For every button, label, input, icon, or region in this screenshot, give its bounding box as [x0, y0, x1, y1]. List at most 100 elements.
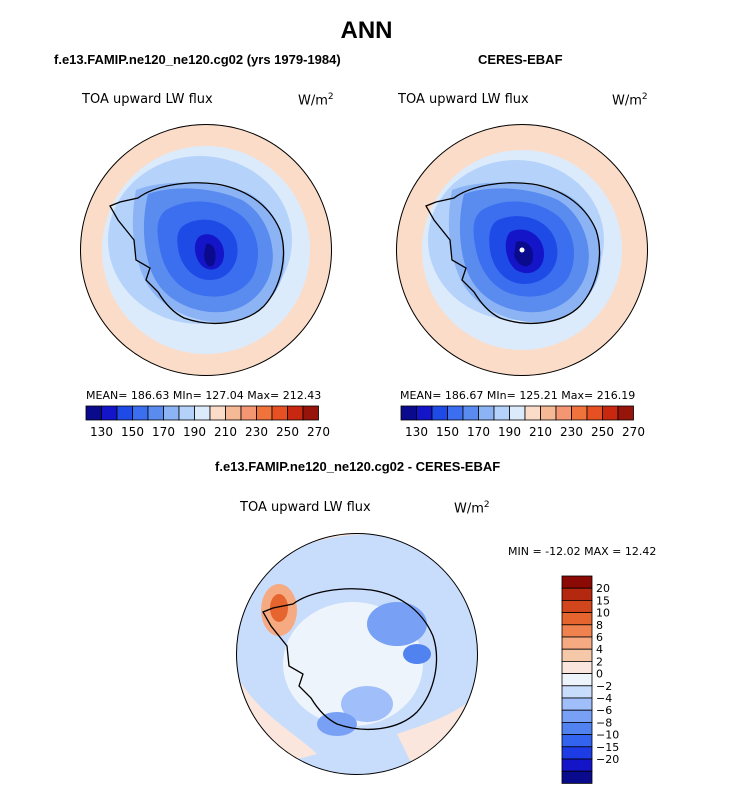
antarctica-coastline: [109, 182, 285, 324]
colorbar-swatch: [561, 758, 593, 772]
plateau-core: [204, 243, 216, 267]
colorbar-swatch: [555, 405, 572, 421]
colorbar-tick-label: −8: [596, 716, 612, 729]
panel1-units: W/m2: [298, 92, 334, 109]
colorbar-swatch: [561, 734, 593, 748]
colorbar-swatch: [493, 405, 510, 421]
colorbar-swatch: [561, 746, 593, 760]
colorbar-swatch: [561, 661, 593, 675]
diff-header: f.e13.FAMIP.ne120_ne120.cg02 - CERES-EBA…: [215, 459, 501, 474]
colorbar-tick-label: −20: [596, 753, 619, 766]
colorbar-swatch: [509, 405, 526, 421]
colorbar-swatch: [178, 405, 195, 421]
colorbar-tick-label: 4: [596, 643, 603, 656]
colorbar-swatch: [400, 405, 417, 421]
plateau-core: [514, 241, 534, 267]
diff-minmax: MIN = -12.02 MAX = 12.42: [508, 545, 657, 558]
colorbar-swatch: [561, 721, 593, 735]
colorbar-tick-label: 15: [596, 594, 610, 607]
panel1-colorbar: 130 150 170 190 210 230 250 270: [85, 405, 330, 439]
colorbar-swatch: [256, 405, 273, 421]
colorbar-swatch: [478, 405, 495, 421]
colorbar-swatch: [571, 405, 588, 421]
diff-field-label: TOA upward LW flux: [240, 500, 371, 515]
colorbar-tick-label: 20: [596, 582, 610, 595]
colorbar-swatch: [416, 405, 433, 421]
colorbar-tick-label: 6: [596, 631, 603, 644]
colorbar-tick-label: 230: [560, 425, 583, 439]
panel1-map: [80, 124, 332, 376]
colorbar-swatch: [85, 405, 102, 421]
colorbar-swatch: [302, 405, 319, 421]
colorbar-swatch: [561, 648, 593, 662]
colorbar-swatch: [116, 405, 133, 421]
colorbar-tick-label: 10: [596, 607, 610, 620]
colorbar-swatch: [561, 697, 593, 711]
diff-east-negative: [367, 602, 427, 646]
colorbar-swatch: [431, 405, 448, 421]
antarctica-coastline: [262, 588, 438, 730]
colorbar-tick-label: −4: [596, 692, 612, 705]
diff-wilkes-negative: [403, 644, 431, 664]
panel2-units: W/m2: [612, 92, 648, 109]
panel1-field-label: TOA upward LW flux: [82, 92, 213, 107]
colorbar-swatch: [209, 405, 226, 421]
panel2-stats: MEAN= 186.67 MIn= 125.21 Max= 216.19: [400, 389, 636, 402]
panel2-map: [396, 124, 648, 376]
colorbar-swatch: [561, 624, 593, 638]
colorbar-swatch: [271, 405, 288, 421]
colorbar-tick-label: 170: [467, 425, 490, 439]
colorbar-swatch: [240, 405, 257, 421]
colorbar-tick-label: 270: [622, 425, 645, 439]
diff-map: [236, 533, 478, 775]
colorbar-swatch: [561, 770, 593, 784]
diff-units: W/m2: [454, 500, 490, 517]
colorbar-tick-label: 210: [214, 425, 237, 439]
colorbar-swatch: [287, 405, 304, 421]
colorbar-tick-label: −10: [596, 729, 619, 742]
colorbar-tick-label: 150: [436, 425, 459, 439]
panel2-field-label: TOA upward LW flux: [398, 92, 529, 107]
colorbar-tick-label: −15: [596, 741, 619, 754]
diff-ross-negative: [341, 686, 393, 722]
panel2-colorbar: 130 150 170 190 210 230 250 270: [400, 405, 645, 439]
colorbar-tick-label: 210: [529, 425, 552, 439]
colorbar-swatch: [561, 636, 593, 650]
colorbar-swatch: [561, 599, 593, 613]
colorbar-tick-label: 230: [245, 425, 268, 439]
colorbar-tick-label: −6: [596, 704, 612, 717]
colorbar-tick-label: 190: [183, 425, 206, 439]
pole-marker: [519, 247, 525, 253]
colorbar-tick-label: 130: [90, 425, 113, 439]
colorbar-swatch: [225, 405, 242, 421]
map-border: [236, 533, 478, 775]
colorbar-tick-label: 250: [591, 425, 614, 439]
diff-peninsula-max: [270, 594, 288, 622]
colorbar-swatch: [540, 405, 557, 421]
map-border: [396, 124, 648, 376]
panel2-header: CERES-EBAF: [478, 52, 563, 67]
colorbar-tick-label: 130: [405, 425, 428, 439]
panel1-header: f.e13.FAMIP.ne120_ne120.cg02 (yrs 1979-1…: [54, 52, 341, 67]
antarctica-coastline: [425, 182, 601, 324]
colorbar-tick-label: 0: [596, 668, 603, 681]
colorbar-tick-label: 250: [276, 425, 299, 439]
colorbar-swatch: [101, 405, 118, 421]
colorbar-tick-label: −2: [596, 680, 612, 693]
colorbar-tick-label: 270: [307, 425, 330, 439]
colorbar-swatch: [561, 612, 593, 626]
colorbar-swatch: [561, 587, 593, 601]
colorbar-swatch: [602, 405, 619, 421]
colorbar-swatch: [561, 575, 593, 589]
colorbar-tick-label: 8: [596, 619, 603, 632]
main-title: ANN: [340, 17, 393, 44]
colorbar-swatch: [147, 405, 164, 421]
colorbar-tick-label: 170: [152, 425, 175, 439]
colorbar-swatch: [132, 405, 149, 421]
colorbar-swatch: [561, 709, 593, 723]
colorbar-swatch: [194, 405, 211, 421]
colorbar-swatch: [561, 685, 593, 699]
colorbar-swatch: [163, 405, 180, 421]
panel1-stats: MEAN= 186.63 MIn= 127.04 Max= 212.43: [86, 389, 322, 402]
